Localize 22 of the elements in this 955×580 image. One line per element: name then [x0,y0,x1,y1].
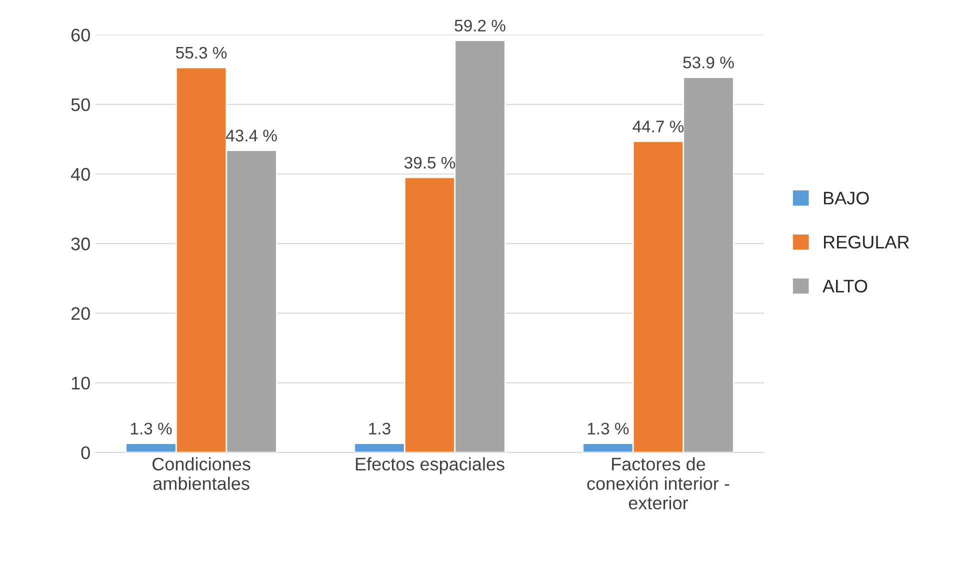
data-label: 1.3 [369,422,390,434]
y-tick-label: 30 [71,238,90,250]
x-tick-label: Efectos espaciales [356,457,504,474]
data-label: 43.4 % [226,130,277,142]
y-tick-label: 50 [71,98,90,112]
y-tick-label: 40 [70,168,90,181]
data-label: 55.3 % [176,46,227,59]
y-tick-label: 10 [72,376,90,390]
data-label: 44.7 % [632,120,684,132]
data-label: 39.5 % [404,156,456,169]
x-tick-label: Condiciones ambientales [152,457,250,490]
x-tick-label: Factores de conexión interior - exterior [587,457,730,510]
data-label: 59.2 % [454,20,506,32]
y-tick-label: 20 [71,307,90,320]
y-tick-label: 0 [81,446,90,460]
legend-label: BAJO [824,192,869,204]
legend-label: ALTO [822,280,868,293]
y-tick-label: 60 [71,28,90,42]
legend-label: REGULAR [824,236,909,248]
data-label: 53.9 % [683,56,734,68]
data-label: 1.3 % [588,422,629,434]
data-label: 1.3 % [130,422,172,434]
